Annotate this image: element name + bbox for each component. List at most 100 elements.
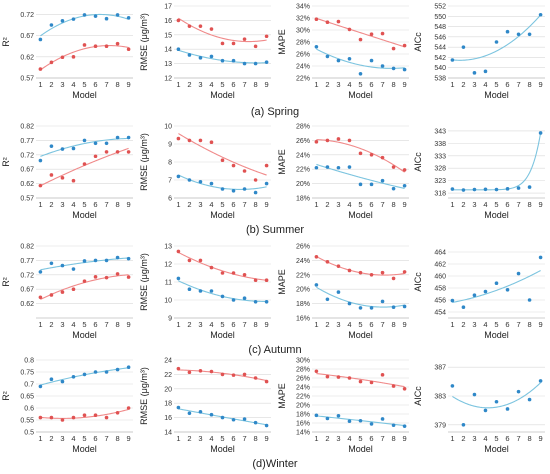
data-point-blue bbox=[126, 365, 131, 369]
data-point-blue bbox=[115, 135, 120, 140]
x-tick-label: 2 bbox=[461, 80, 465, 89]
data-point-red bbox=[220, 41, 225, 46]
data-point-blue bbox=[60, 263, 65, 268]
data-point-blue bbox=[220, 58, 225, 63]
chart-autumn-mape: 16% 18% 20% 22% 24% 26% 1 2 3 4 5 6 7 8 9 Model MAPE bbox=[277, 244, 409, 340]
y-tick-label: 318 bbox=[434, 191, 446, 198]
y-tick-label: 0.77 bbox=[20, 258, 34, 265]
data-point-red bbox=[231, 41, 236, 46]
y-tick-label: 12 bbox=[164, 76, 172, 83]
y-tick-label: 18% bbox=[296, 196, 310, 203]
x-tick-label: 5 bbox=[494, 200, 498, 209]
x-tick-label: 4 bbox=[347, 434, 351, 443]
data-point-blue bbox=[231, 58, 236, 63]
x-tick-label: 7 bbox=[380, 200, 384, 209]
x-tick-label: 5 bbox=[494, 434, 498, 443]
data-point-red bbox=[209, 265, 214, 270]
data-point-blue bbox=[231, 298, 236, 302]
x-tick-label: 4 bbox=[483, 434, 487, 443]
x-tick-label: 4 bbox=[209, 434, 213, 443]
data-point-red bbox=[336, 375, 341, 379]
x-axis-label: Model bbox=[348, 210, 373, 220]
data-point-blue bbox=[49, 144, 54, 148]
data-point-red bbox=[264, 379, 269, 384]
x-tick-label: 7 bbox=[104, 320, 108, 329]
y-tick-label: 552 bbox=[434, 4, 446, 11]
data-point-blue bbox=[220, 187, 225, 191]
data-point-blue bbox=[483, 289, 488, 294]
y-tick-label: 0.67 bbox=[20, 287, 34, 294]
x-tick-label: 6 bbox=[369, 320, 373, 329]
data-point-red bbox=[242, 169, 247, 173]
y-axis-label: MAPE bbox=[277, 383, 287, 409]
trend-line-blue bbox=[316, 286, 405, 308]
data-point-blue bbox=[505, 187, 510, 191]
data-point-red bbox=[347, 268, 352, 273]
x-tick-label: 6 bbox=[505, 320, 509, 329]
data-point-blue bbox=[60, 19, 65, 23]
data-point-blue bbox=[242, 187, 247, 191]
data-point-blue bbox=[253, 61, 258, 66]
data-point-blue bbox=[176, 174, 181, 179]
data-point-red bbox=[38, 183, 43, 188]
y-axis-label: RMSE (μg/m³) bbox=[139, 133, 149, 191]
data-point-red bbox=[209, 27, 214, 31]
y-tick-label: 14 bbox=[164, 430, 172, 437]
x-tick-label: 7 bbox=[104, 200, 108, 209]
data-point-blue bbox=[380, 299, 385, 304]
y-tick-label: 24% bbox=[296, 385, 310, 392]
data-point-red bbox=[115, 41, 120, 46]
x-tick-label: 6 bbox=[369, 200, 373, 209]
data-point-blue bbox=[187, 411, 192, 416]
chart-winter-mape: 14% 16% 18% 20% 22% 24% 26% 28% 30% 1 2 3 4 5 6 7 8 9 Mode… bbox=[277, 358, 409, 454]
chart-summer-mape: 18% 20% 22% 24% 26% 28% 1 2 3 4 5 6 7 8 9 Model MAPE bbox=[277, 124, 409, 220]
data-point-blue bbox=[198, 289, 203, 293]
y-tick-label: 14% bbox=[296, 430, 310, 437]
x-tick-label: 1 bbox=[38, 200, 42, 209]
x-tick-label: 1 bbox=[314, 80, 318, 89]
data-point-blue bbox=[38, 384, 43, 389]
data-point-blue bbox=[358, 306, 363, 310]
trend-line-red bbox=[316, 372, 405, 388]
data-point-blue bbox=[264, 423, 269, 428]
x-tick-label: 8 bbox=[391, 200, 395, 209]
y-tick-label: 26% bbox=[296, 52, 310, 59]
y-axis-label: AICc bbox=[413, 152, 423, 172]
x-tick-label: 8 bbox=[527, 200, 531, 209]
x-tick-label: 5 bbox=[82, 200, 86, 209]
data-point-red bbox=[209, 140, 214, 144]
y-axis-label: AICc bbox=[413, 32, 423, 52]
y-tick-label: 0.8 bbox=[24, 358, 34, 365]
y-tick-label: 0.62 bbox=[20, 301, 34, 308]
data-point-blue bbox=[71, 375, 76, 379]
data-point-blue bbox=[198, 56, 203, 60]
data-point-blue bbox=[391, 423, 396, 428]
y-tick-label: 338 bbox=[434, 141, 446, 148]
x-tick-label: 4 bbox=[483, 320, 487, 329]
y-tick-label: 0.82 bbox=[20, 244, 34, 251]
x-tick-label: 8 bbox=[253, 80, 257, 89]
y-tick-label: 542 bbox=[434, 55, 446, 62]
trend-line-blue bbox=[316, 48, 405, 69]
x-tick-label: 9 bbox=[127, 200, 131, 209]
x-tick-label: 3 bbox=[472, 80, 476, 89]
x-tick-label: 4 bbox=[71, 80, 75, 89]
x-tick-label: 5 bbox=[358, 434, 362, 443]
x-tick-label: 7 bbox=[380, 434, 384, 443]
x-tick-label: 9 bbox=[403, 434, 407, 443]
data-point-blue bbox=[336, 414, 341, 418]
y-tick-label: 0.5 bbox=[24, 430, 34, 437]
data-point-blue bbox=[369, 182, 374, 187]
trend-line-red bbox=[316, 139, 405, 173]
y-axis-label: R² bbox=[1, 157, 11, 167]
data-point-blue bbox=[380, 417, 385, 421]
y-tick-label: 20% bbox=[296, 403, 310, 410]
data-point-blue bbox=[60, 379, 65, 384]
x-tick-label: 7 bbox=[242, 320, 246, 329]
y-tick-label: 323 bbox=[434, 178, 446, 185]
x-tick-label: 8 bbox=[115, 80, 119, 89]
data-point-red bbox=[402, 387, 407, 391]
data-point-red bbox=[104, 44, 109, 49]
data-point-blue bbox=[450, 58, 455, 62]
x-tick-label: 6 bbox=[505, 434, 509, 443]
